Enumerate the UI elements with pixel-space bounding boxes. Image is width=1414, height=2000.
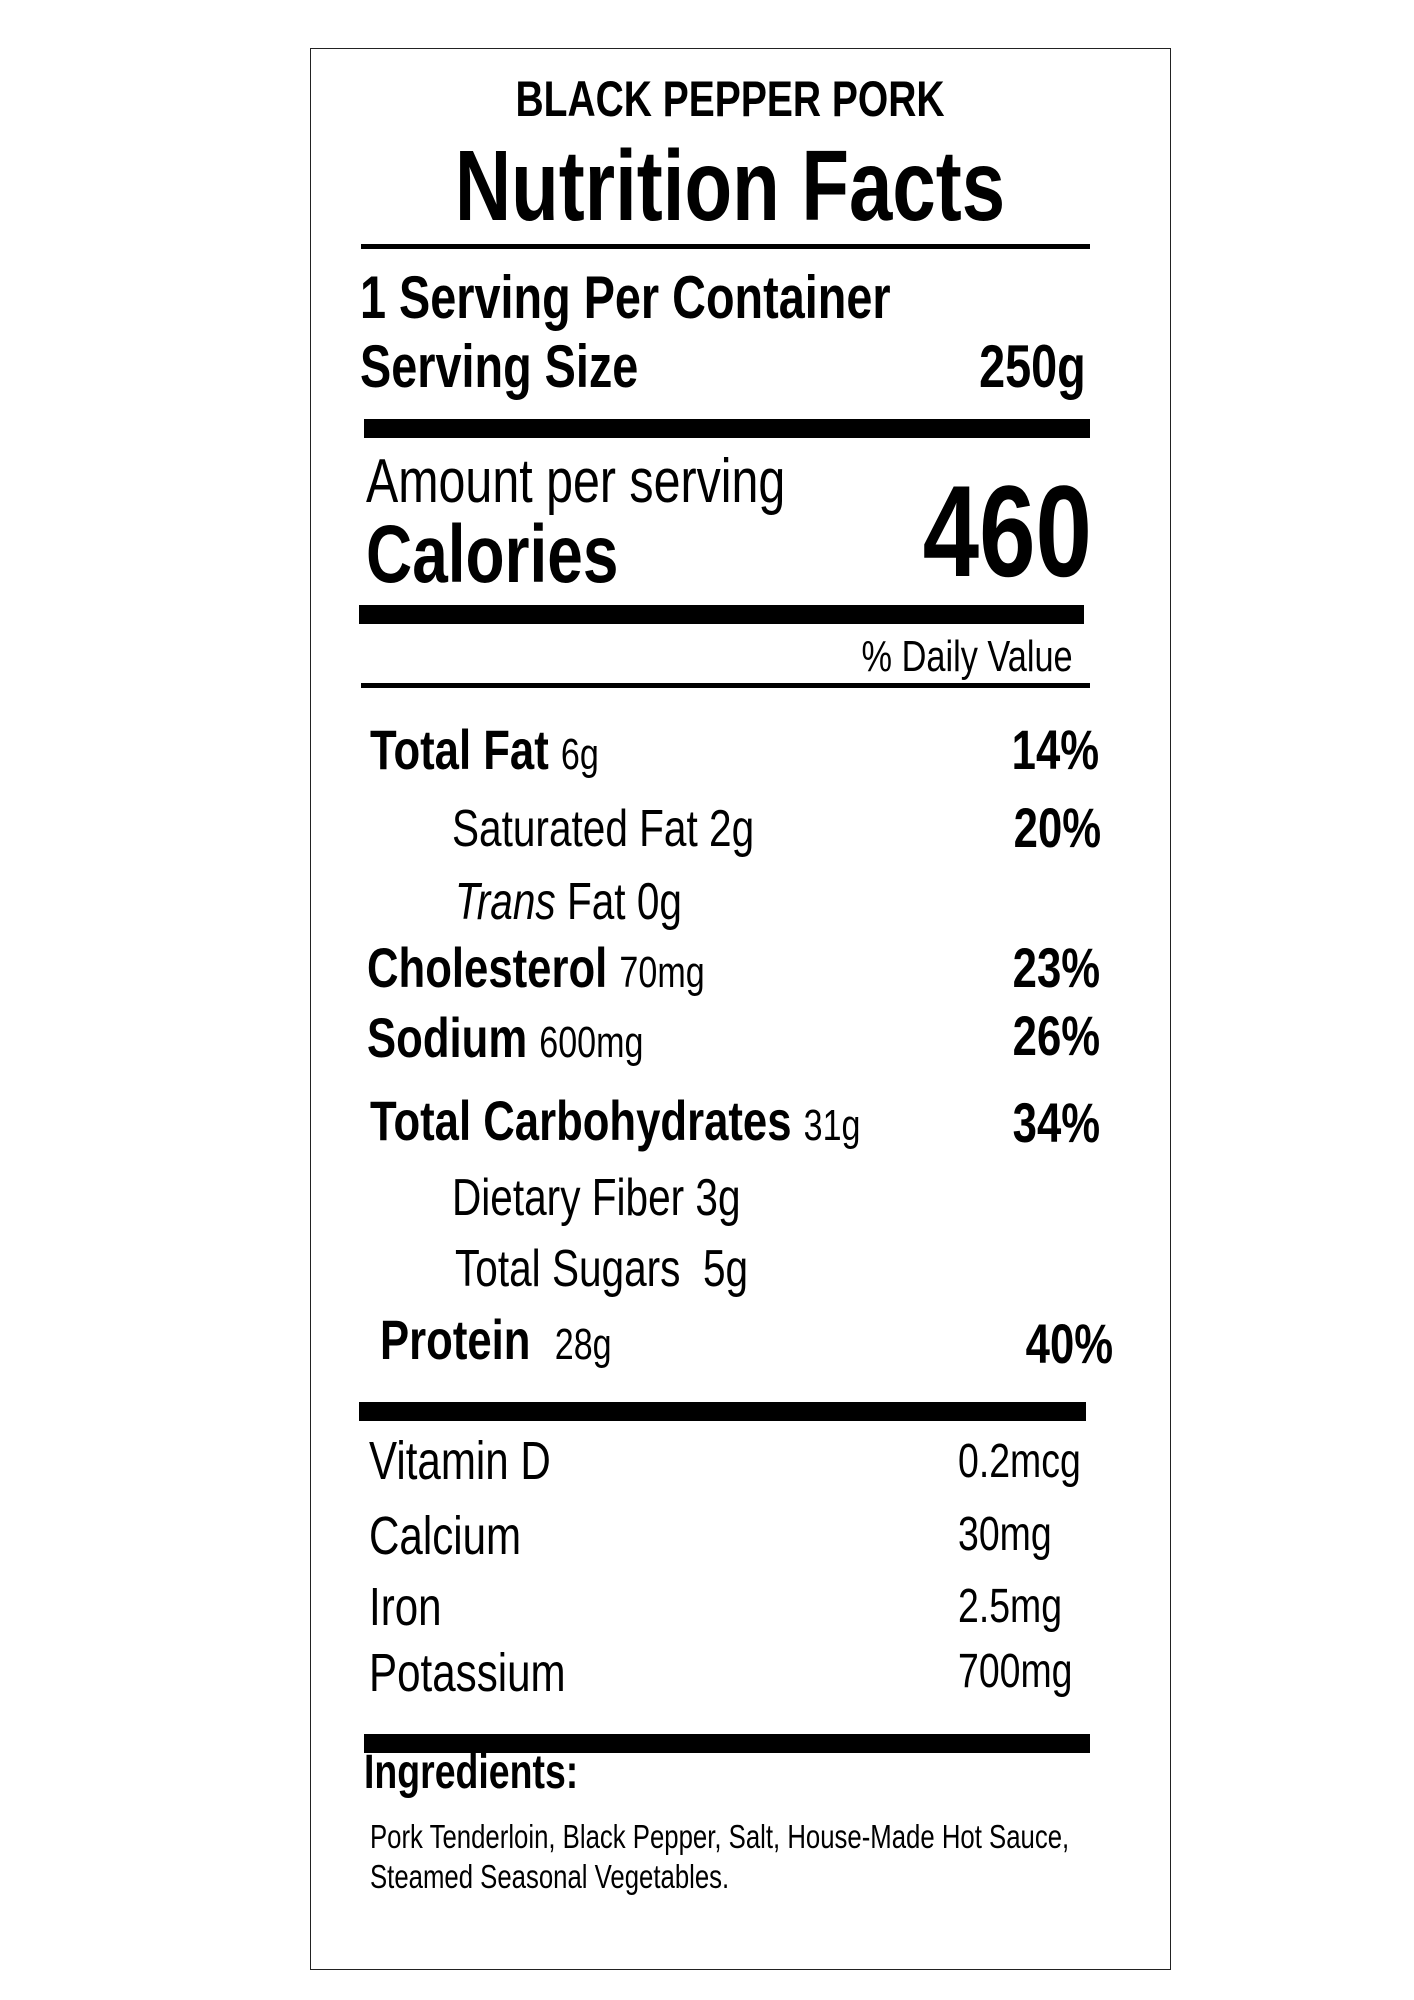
calories-value: 460 [922,458,1092,604]
divider-thick [364,419,1090,438]
nutrient-saturated-fat: Saturated Fat 2g [452,800,755,858]
nutrient-total-sugars: Total Sugars 5g [455,1240,749,1298]
divider-thin [361,244,1090,249]
nutrition-label-border [310,48,1171,1970]
nutrient-total-carbohydrates: Total Carbohydrates 31g [370,1089,861,1152]
potassium-amount: 700mg [958,1645,1073,1698]
cholesterol-dv: 23% [1012,936,1100,999]
ingredients-line-2: Steamed Seasonal Vegetables. [370,1858,730,1895]
total-fat-dv: 14% [1011,718,1099,781]
potassium-label: Potassium [369,1643,566,1703]
amount-per-serving: Amount per serving [366,447,786,516]
protein-dv: 40% [1025,1312,1113,1375]
servings-per-container: 1 Serving Per Container [360,264,891,331]
iron-label: Iron [369,1577,442,1637]
nutrient-sodium: Sodium 600mg [367,1006,644,1069]
nutrient-cholesterol: Cholesterol 70mg [367,936,705,999]
total-carbohydrates-dv: 34% [1012,1091,1100,1154]
divider-thick [364,1734,1090,1753]
iron-amount: 2.5mg [958,1580,1063,1633]
label-title: Nutrition Facts [454,130,1006,242]
nutrient-total-fat: Total Fat 6g [370,718,599,781]
vitamin-d-label: Vitamin D [369,1431,551,1491]
nutrient-trans-fat: Trans Fat 0g [455,873,682,931]
ingredients-heading: Ingredients: [364,1746,579,1799]
calcium-amount: 30mg [958,1508,1052,1561]
calories-label: Calories [366,509,619,600]
serving-size-label: Serving Size [360,333,639,400]
sodium-dv: 26% [1012,1004,1100,1067]
divider-thin [361,683,1090,688]
vitamin-d-amount: 0.2mcg [958,1435,1081,1488]
divider-thick [359,605,1084,624]
nutrient-dietary-fiber: Dietary Fiber 3g [452,1169,741,1227]
nutrient-protein: Protein 28g [380,1308,612,1371]
divider-thick [359,1402,1086,1421]
daily-value-header: % Daily Value [861,632,1073,681]
ingredients-line-1: Pork Tenderloin, Black Pepper, Salt, Hou… [370,1818,1070,1855]
saturated-fat-dv: 20% [1013,796,1101,859]
product-name: BLACK PEPPER PORK [515,71,945,127]
serving-size-value: 250g [979,333,1086,400]
calcium-label: Calcium [369,1506,522,1566]
